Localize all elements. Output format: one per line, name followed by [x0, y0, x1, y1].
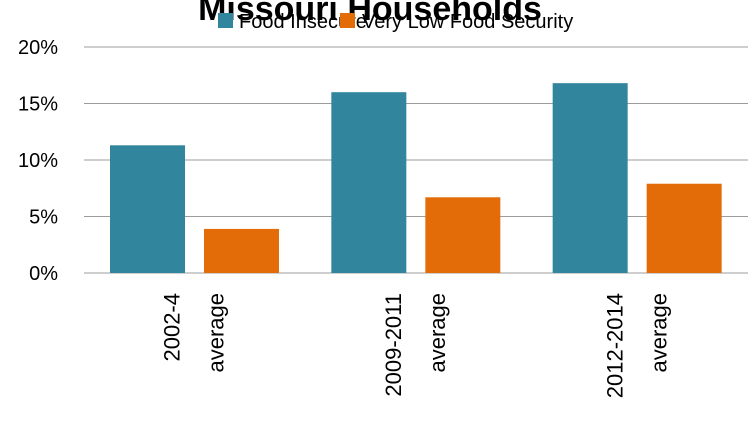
category-label: average	[204, 293, 229, 373]
y-tick-label: 10%	[18, 150, 58, 172]
gridlines	[84, 46, 748, 274]
legend-swatch	[218, 13, 233, 28]
y-tick-label: 5%	[29, 207, 58, 229]
y-tick-label: 15%	[18, 94, 58, 116]
y-tick-label: 0%	[29, 263, 58, 285]
bar-very-low-food-security	[646, 183, 722, 273]
bar-very-low-food-security	[425, 197, 501, 273]
category-label: 2002-4	[160, 293, 185, 362]
y-tick-label: 20%	[18, 37, 58, 59]
chart-title: Missouri Households	[198, 0, 542, 28]
category-label: average	[646, 293, 671, 373]
bar-food-insecure	[552, 83, 628, 273]
x-axis-categories: 2002-4 average 2009-2011 average 2012-2014 av…	[160, 293, 672, 398]
category-label: average	[425, 293, 450, 373]
category-label: 2012-2014	[602, 293, 627, 398]
legend-label: Food Insecure	[239, 11, 367, 33]
category-label: 2009-2011	[381, 293, 406, 397]
y-axis-ticks: 0% 5% 10% 15% 20%	[18, 37, 58, 285]
legend-label: Very Low Food Security	[362, 11, 573, 33]
bars	[110, 83, 722, 273]
bar-food-insecure	[110, 145, 185, 273]
legend-swatch	[340, 13, 355, 28]
bar-very-low-food-security	[204, 228, 279, 273]
bar-food-insecure	[331, 92, 407, 273]
